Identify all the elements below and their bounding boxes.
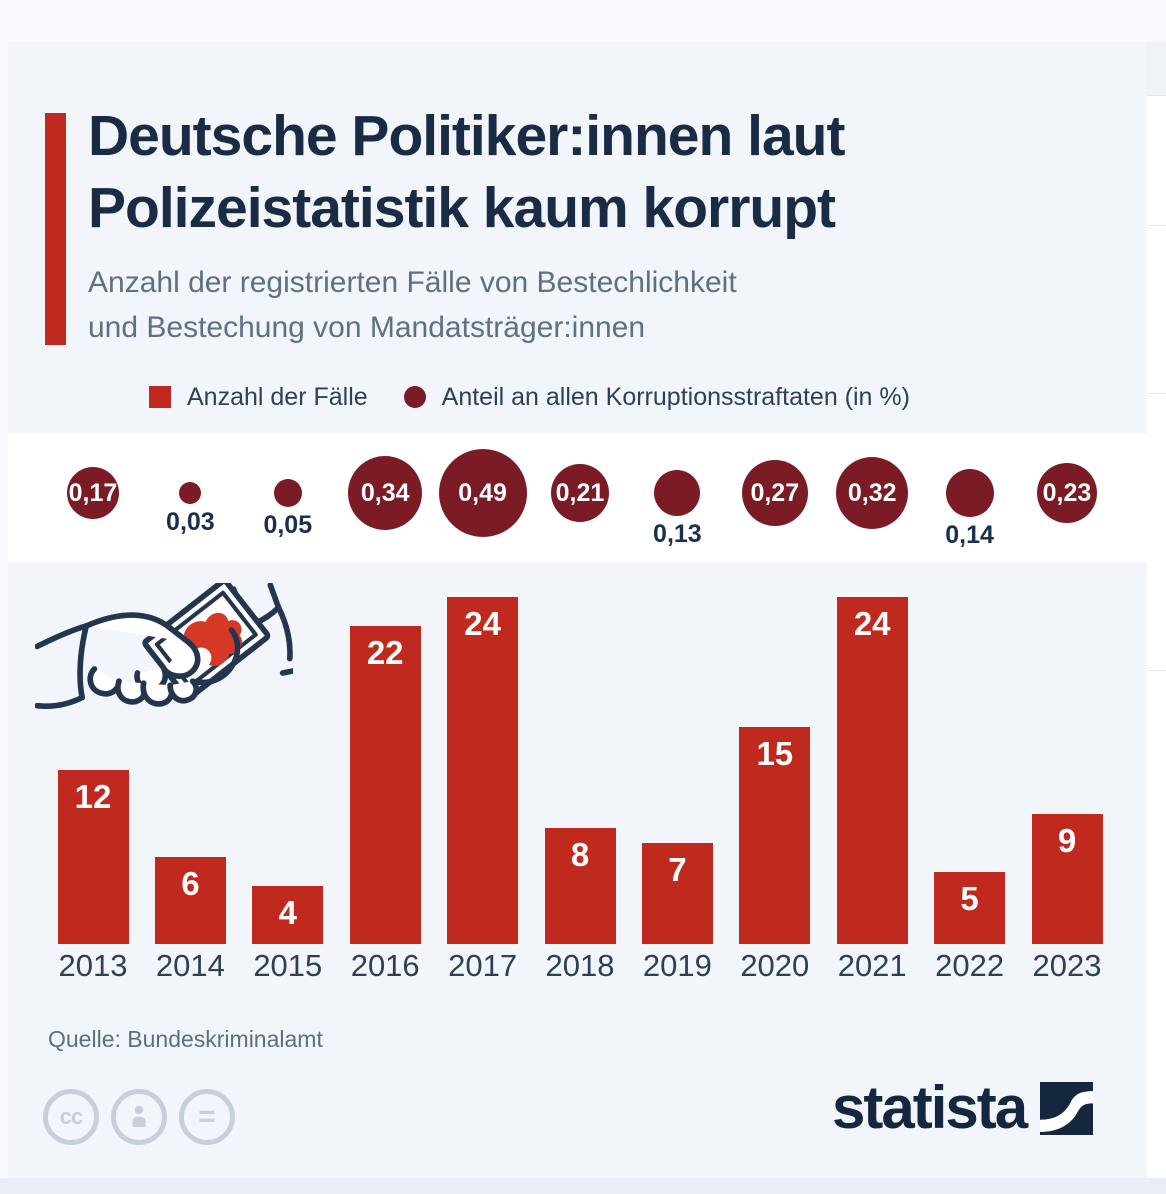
year-label-2019: 2019 [642, 948, 712, 983]
cc-attribution-icon[interactable] [111, 1089, 167, 1145]
year-label-2016: 2016 [350, 948, 420, 983]
bubble-2019 [654, 470, 701, 516]
year-label-2021: 2021 [837, 948, 907, 983]
bar-value-label: 7 [668, 851, 687, 888]
bar-2022: 5 [934, 872, 1006, 944]
license-badges[interactable]: cc = [43, 1089, 235, 1145]
margin-header-block [1147, 42, 1166, 96]
bubble-value-label: 0,17 [68, 478, 118, 507]
bubble-2013: 0,17 [67, 467, 119, 519]
bar-2014: 6 [154, 857, 226, 944]
bar-value-label: 5 [960, 880, 979, 917]
page-bottom-strip [0, 1178, 1166, 1194]
bar-value-label: 22 [366, 634, 404, 671]
year-label-2015: 2015 [253, 948, 323, 983]
bar-value-label: 12 [74, 778, 112, 815]
source-text: Quelle: Bundeskriminalamt [48, 1026, 323, 1052]
bubble-2020: 0,27 [741, 460, 808, 526]
bar-2023: 9 [1031, 814, 1103, 944]
bubble-2017: 0,49 [438, 449, 527, 537]
bar-value-label: 6 [181, 865, 200, 902]
bar-value-label: 24 [464, 605, 501, 642]
title-line-1: Deutsche Politiker:innen laut [88, 104, 845, 168]
bubble-value-label: 0,34 [360, 478, 410, 507]
bubble-2014 [179, 482, 202, 504]
bubble-value-label: 0,23 [1042, 478, 1092, 507]
bubble-2022 [945, 469, 994, 517]
year-label-2014: 2014 [155, 948, 225, 983]
bubble-2023: 0,23 [1037, 463, 1097, 523]
bar-2019: 7 [641, 843, 713, 944]
bubble-value-label: 0,27 [750, 478, 800, 507]
bar-2013: 12 [57, 770, 129, 944]
bar-2021: 24 [836, 597, 908, 944]
handshake-bribe-icon [35, 583, 293, 710]
bubble-value-label: 0,49 [458, 478, 507, 507]
bubble-2018: 0,21 [551, 464, 609, 522]
page-title: Deutsche Politiker:innen laut Polizeista… [88, 100, 1088, 244]
bar-2020: 15 [739, 727, 811, 944]
subtitle-line-2: und Bestechung von Mandatsträger:innen [88, 311, 646, 344]
subtitle-line-1: Anzahl der registrierten Fälle von Beste… [88, 266, 737, 299]
bar-value-label: 8 [570, 836, 590, 873]
year-label-2017: 2017 [448, 948, 518, 983]
bubble-value-label: 0,13 [653, 520, 702, 548]
cc-no-derivatives-icon[interactable]: = [179, 1089, 235, 1145]
statista-wordmark: statista [832, 1074, 1028, 1141]
bar-2017: 24 [447, 597, 519, 944]
bubble-value-label: 0,32 [847, 478, 897, 507]
bar-value-label: 9 [1057, 822, 1077, 859]
title-accent-bar [45, 113, 66, 345]
bar-2015: 4 [252, 886, 324, 944]
statista-logo-mark-icon [1040, 1081, 1094, 1135]
bar-value-label: 4 [278, 894, 297, 931]
year-label-2013: 2013 [58, 948, 128, 983]
chart-legend: Anzahl der Fälle Anteil an allen Korrupt… [149, 382, 910, 412]
statista-logo[interactable]: statista [832, 1074, 1094, 1141]
legend-bar-swatch-icon [149, 386, 171, 408]
year-label-2018: 2018 [545, 948, 615, 983]
bar-2018: 8 [544, 828, 616, 944]
legend-share-label: Anteil an allen Korruptionsstraftaten (i… [441, 382, 910, 411]
bubble-2015 [273, 479, 302, 507]
bubble-value-label: 0,05 [263, 511, 313, 539]
page-margin-strip [1147, 42, 1166, 1178]
title-line-2: Polizeistatistik kaum korrupt [88, 176, 836, 240]
year-label-2022: 2022 [935, 948, 1005, 983]
year-label-2020: 2020 [740, 948, 810, 983]
bubble-value-label: 0,21 [555, 478, 605, 507]
legend-bubble-swatch-icon [403, 386, 426, 408]
bar-value-label: 24 [853, 605, 891, 642]
bar-value-label: 15 [756, 735, 794, 772]
page-subtitle: Anzahl der registrierten Fälle von Beste… [88, 260, 1088, 350]
year-label-2023: 2023 [1032, 948, 1102, 983]
bubble-2016: 0,34 [348, 456, 423, 530]
person-icon [132, 1105, 146, 1127]
cc-license-icon[interactable]: cc [43, 1089, 99, 1145]
bubble-2021: 0,32 [836, 457, 909, 529]
legend-cases-label: Anzahl der Fälle [187, 382, 368, 411]
bubble-value-label: 0,14 [945, 521, 994, 549]
bubble-value-label: 0,03 [166, 508, 215, 536]
bar-2016: 22 [349, 626, 421, 944]
